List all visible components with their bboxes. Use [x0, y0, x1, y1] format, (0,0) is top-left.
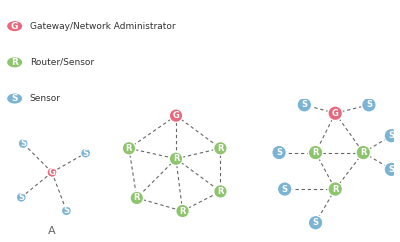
- Circle shape: [130, 191, 144, 205]
- Circle shape: [308, 145, 323, 160]
- Circle shape: [47, 167, 57, 177]
- Text: S: S: [282, 185, 288, 194]
- Circle shape: [169, 152, 183, 166]
- Circle shape: [214, 142, 227, 155]
- Circle shape: [6, 20, 23, 32]
- Circle shape: [356, 145, 370, 160]
- Text: Sensor: Sensor: [30, 94, 61, 103]
- Text: S: S: [11, 94, 18, 103]
- Text: S: S: [18, 193, 24, 202]
- Text: G: G: [172, 111, 180, 120]
- Text: Gateway/Network Administrator: Gateway/Network Administrator: [30, 22, 176, 31]
- Text: R: R: [179, 206, 186, 216]
- Text: S: S: [82, 149, 89, 158]
- Text: S: S: [276, 148, 282, 157]
- Text: R: R: [126, 144, 132, 153]
- Text: R: R: [217, 144, 224, 153]
- Text: R: R: [11, 58, 18, 67]
- Text: G: G: [48, 168, 56, 177]
- Text: R: R: [173, 154, 179, 163]
- Circle shape: [169, 109, 183, 122]
- Text: S: S: [20, 139, 26, 148]
- Circle shape: [81, 148, 90, 158]
- Circle shape: [272, 145, 286, 160]
- Text: Router/Sensor: Router/Sensor: [30, 58, 94, 67]
- Circle shape: [278, 182, 292, 196]
- Text: S: S: [388, 131, 394, 140]
- Text: S: S: [388, 165, 394, 174]
- Circle shape: [122, 142, 136, 155]
- Text: R: R: [360, 148, 366, 157]
- Circle shape: [328, 182, 342, 196]
- Text: R: R: [332, 185, 338, 194]
- Circle shape: [384, 162, 399, 177]
- Circle shape: [297, 98, 312, 112]
- Circle shape: [362, 98, 376, 112]
- Text: S: S: [312, 218, 318, 227]
- Circle shape: [62, 206, 71, 216]
- Circle shape: [18, 138, 28, 149]
- Text: S: S: [366, 100, 372, 109]
- Circle shape: [384, 129, 399, 143]
- Circle shape: [6, 56, 23, 68]
- Circle shape: [6, 93, 23, 104]
- Circle shape: [16, 192, 26, 202]
- Circle shape: [328, 106, 342, 121]
- Text: R: R: [312, 148, 319, 157]
- Text: S: S: [301, 100, 307, 109]
- Text: G: G: [11, 22, 18, 31]
- Text: R: R: [217, 187, 224, 196]
- Text: S: S: [64, 206, 70, 215]
- Circle shape: [308, 215, 323, 230]
- Text: A: A: [48, 226, 56, 236]
- Circle shape: [176, 204, 189, 218]
- Text: G: G: [332, 109, 339, 118]
- Circle shape: [214, 185, 227, 198]
- Text: R: R: [134, 193, 140, 203]
